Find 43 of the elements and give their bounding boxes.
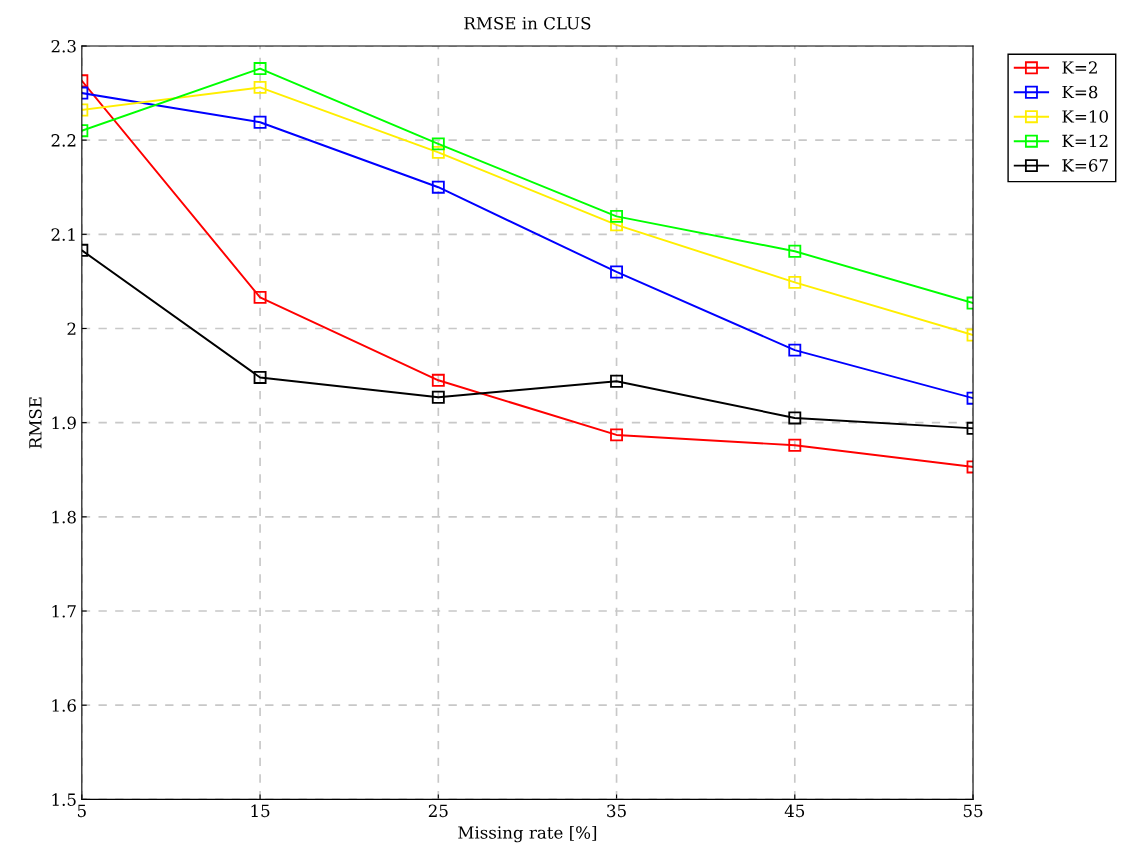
- point: [253, 80, 267, 94]
- x-tick-label: 25: [428, 804, 448, 818]
- point: [253, 370, 267, 384]
- point: [431, 390, 445, 404]
- point: [610, 265, 624, 279]
- y-tick-label: 1.9: [52, 416, 76, 430]
- legend-label: K=2: [1062, 61, 1097, 74]
- y-tick-label: 1.5: [52, 793, 76, 806]
- legend-label: K=12: [1062, 134, 1108, 148]
- point: [788, 438, 802, 452]
- legend-label: K=67: [1062, 159, 1108, 172]
- y-tick-label: 2.3: [51, 39, 76, 53]
- point: [431, 373, 445, 387]
- point: [788, 244, 802, 258]
- x-tick-label: 15: [251, 804, 270, 818]
- point: [610, 218, 624, 232]
- chart-title: RMSE in CLUS: [464, 16, 591, 30]
- point: [431, 137, 445, 151]
- point: [610, 209, 624, 223]
- x-tick-label: 5: [77, 804, 86, 818]
- point: [253, 62, 267, 76]
- point: [788, 343, 802, 357]
- point: [431, 180, 445, 194]
- point: [253, 290, 267, 304]
- legend-label: K=8: [1062, 85, 1098, 99]
- point: [253, 115, 267, 129]
- point: [610, 374, 624, 388]
- y-tick-label: 2: [67, 322, 76, 335]
- y-tick-label: 1.6: [52, 699, 76, 712]
- point: [788, 275, 802, 289]
- point: [610, 428, 624, 442]
- x-tick-label: 35: [607, 804, 626, 818]
- point: [788, 411, 802, 425]
- y-axis-title: RMSE: [29, 397, 42, 449]
- point: [431, 145, 445, 159]
- x-tick-label: 55: [963, 804, 983, 818]
- y-tick-label: 2.2: [51, 134, 76, 147]
- legend-label: K=10: [1062, 110, 1108, 123]
- x-tick-label: 45: [784, 804, 805, 818]
- y-tick-label: 1.7: [52, 604, 76, 618]
- y-tick-label: 2.1: [51, 228, 75, 241]
- x-axis-title: Missing rate [%]: [458, 825, 597, 843]
- y-tick-label: 1.8: [52, 510, 76, 524]
